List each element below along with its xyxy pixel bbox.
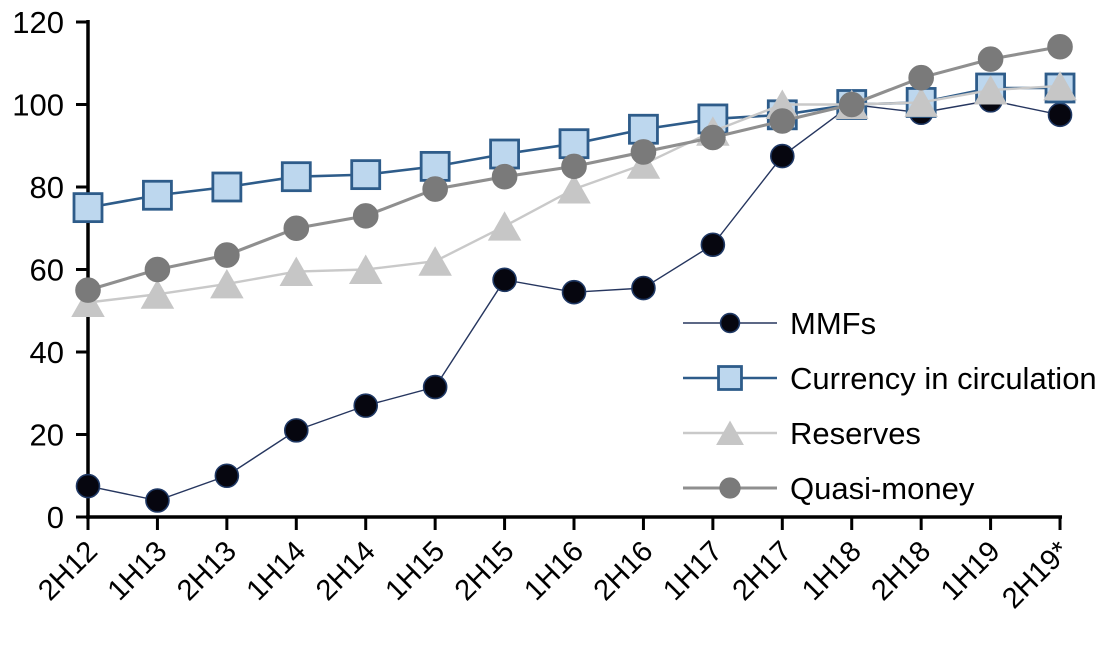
legend-marker-quasi-money [719,477,741,499]
marker-quasi-money-5 [422,176,448,202]
marker-mmfs-5 [422,374,448,400]
legend-marker-mmfs [719,312,741,334]
marker-mmfs-2 [214,463,240,489]
marker-reserves-2 [210,268,244,299]
y-tick-label-120: 120 [12,5,64,40]
marker-reserves-14 [1043,70,1077,101]
marker-reserves-1 [140,279,175,309]
marker-mmfs-3 [283,418,309,443]
marker-reserves-6 [487,211,522,241]
marker-mmfs-8 [631,275,656,301]
y-tick-label-40: 40 [30,335,64,370]
marker-quasi-money-12 [908,64,934,91]
marker-currency-in-circulation-4 [350,159,382,191]
marker-mmfs-9 [700,232,726,258]
marker-quasi-money-10 [769,108,796,134]
marker-quasi-money-9 [700,124,726,151]
marker-currency-in-circulation-3 [280,161,312,193]
x-tick-label-1h14: 1H14 [241,535,313,607]
y-tick-label-100: 100 [12,88,64,123]
x-tick-label-1h13: 1H13 [102,535,174,607]
marker-mmfs-7 [561,279,587,305]
marker-mmfs-0 [75,473,101,499]
x-tick-label-1h15: 1H15 [379,535,451,607]
x-tick-label-2h18: 2H18 [865,535,937,607]
legend-label-quasi-money: Quasi-money [790,471,975,506]
x-tick-label-2h17: 2H17 [727,535,799,607]
marker-currency-in-circulation-2 [211,171,243,203]
x-tick-label-2h12: 2H12 [32,535,104,607]
y-tick-label-20: 20 [30,418,64,453]
legend-label-currency-in-circulation: Currency in circulation [790,361,1097,396]
marker-quasi-money-6 [491,163,518,190]
x-tick-label-1h17: 1H17 [657,535,729,607]
marker-reserves-5 [418,246,452,276]
marker-currency-in-circulation-5 [419,150,451,182]
marker-reserves-3 [279,256,314,287]
marker-quasi-money-13 [977,46,1004,72]
x-tick-label-2h14: 2H14 [310,535,382,607]
marker-currency-in-circulation-7 [558,128,590,160]
marker-quasi-money-3 [283,215,310,242]
marker-quasi-money-11 [838,91,865,118]
x-tick-label-2h19: 2H19* [996,535,1076,615]
marker-mmfs-10 [769,143,795,169]
legend-label-mmfs: MMFs [790,306,876,341]
marker-quasi-money-8 [630,139,657,165]
x-tick-label-2h15: 2H15 [449,535,521,607]
marker-reserves-13 [973,75,1008,105]
marker-quasi-money-14 [1047,33,1073,60]
legend-marker-reserves [716,420,744,445]
marker-quasi-money-1 [144,256,171,283]
marker-quasi-money-2 [214,242,240,268]
y-tick-label-80: 80 [30,170,64,205]
legend-marker-currency-in-circulation [717,365,743,391]
marker-reserves-4 [348,254,383,284]
marker-mmfs-1 [145,488,170,513]
y-tick-label-60: 60 [30,253,64,288]
marker-quasi-money-0 [75,277,101,303]
x-tick-label-1h19: 1H19 [935,535,1007,607]
marker-currency-in-circulation-8 [628,113,659,145]
x-tick-label-2h16: 2H16 [588,535,660,607]
marker-reserves-12 [904,87,938,117]
marker-quasi-money-4 [352,203,379,229]
marker-mmfs-6 [492,267,517,293]
marker-mmfs-14 [1047,102,1073,128]
marker-mmfs-4 [353,393,379,418]
marker-reserves-7 [557,174,591,204]
legend-label-reserves: Reserves [790,416,921,451]
marker-currency-in-circulation-6 [489,138,520,170]
x-tick-label-1h16: 1H16 [518,535,590,607]
x-tick-label-2h13: 2H13 [171,535,243,607]
marker-currency-in-circulation-1 [142,179,173,211]
marker-quasi-money-7 [561,153,587,180]
x-tick-label-1h18: 1H18 [796,535,868,607]
y-tick-label-0: 0 [47,500,64,535]
marker-currency-in-circulation-0 [72,192,104,224]
